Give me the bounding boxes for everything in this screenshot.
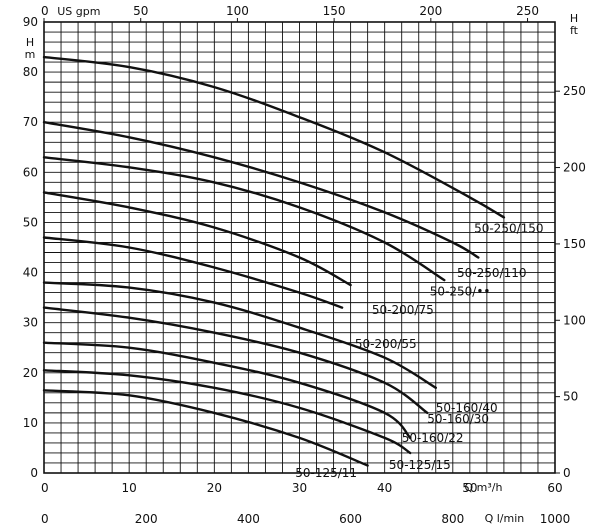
x-secondary-tick-label: 400 [237, 512, 260, 526]
y-right-axis-label-top: H [570, 12, 578, 25]
series-curve [42, 156, 446, 282]
series-label: 50-160/30 [427, 412, 489, 426]
x-top-tick-label: 200 [419, 4, 442, 18]
y-right-tick-label: 100 [563, 313, 586, 327]
x-secondary-tick-label: 1000 [540, 512, 571, 526]
series-curve [42, 389, 369, 467]
y-right-tick-label: 250 [563, 84, 586, 98]
x-tick-label: 30 [292, 481, 307, 495]
x-tick-label: 20 [207, 481, 222, 495]
y-left-tick-label: 80 [23, 65, 38, 79]
plot-frame [43, 21, 556, 474]
x-tick-label: 50 [462, 481, 477, 495]
series-label: 50-200/55 [355, 337, 417, 351]
y-left-axis-label-top: H [26, 36, 34, 49]
x-top-axis-unit-label: US gpm [57, 5, 100, 18]
y-left-tick-label: 60 [23, 165, 38, 179]
y-left-tick-label: 50 [23, 215, 38, 229]
chart-axes: 0102030405060708090Hm050100150200250Hft0… [23, 4, 586, 526]
x-tick-label: 60 [547, 481, 562, 495]
series-label: 50-125/11 [295, 466, 357, 480]
x-secondary-tick-label: 600 [339, 512, 362, 526]
x-secondary-unit-label: Q l/min [485, 512, 525, 525]
y-right-tick-label: 50 [563, 390, 578, 404]
series-label: 50-200/75 [372, 303, 434, 317]
y-left-tick-label: 0 [30, 466, 38, 480]
x-secondary-tick-label: 0 [41, 512, 49, 526]
y-right-tick-label: 150 [563, 237, 586, 251]
series-curve [42, 55, 506, 219]
y-left-axis-label-bottom: m [25, 48, 36, 61]
series-curve [42, 236, 344, 309]
y-right-axis-label-bottom: ft [570, 24, 579, 37]
series-label: 50-125/15 [389, 458, 451, 472]
series-label: 50-250/110 [457, 266, 526, 280]
x-top-tick-label: 250 [516, 4, 539, 18]
x-tick-label: 0 [41, 481, 49, 495]
y-left-tick-label: 70 [23, 115, 38, 129]
series-curve [42, 121, 480, 259]
x-axis-unit-label: Q m³/h [464, 481, 502, 494]
series-curve [42, 306, 429, 415]
series-label: 50-160/40 [436, 401, 498, 415]
y-left-tick-label: 10 [23, 416, 38, 430]
chart-curve-labels: 50-250/150 50-250/110 50-250/•• 50-200/75 50… [295, 221, 543, 480]
x-top-tick-label: 0 [41, 4, 49, 18]
x-secondary-tick-label: 200 [135, 512, 158, 526]
series-curve [42, 369, 412, 455]
x-tick-label: 10 [122, 481, 137, 495]
chart-series [42, 55, 506, 467]
y-left-tick-label: 90 [23, 15, 38, 29]
series-curve [42, 341, 412, 440]
x-tick-label: 40 [377, 481, 392, 495]
x-top-tick-label: 50 [133, 4, 148, 18]
series-curve [42, 281, 437, 389]
y-left-tick-label: 40 [23, 266, 38, 280]
series-label: 50-250/150 [474, 221, 543, 235]
y-left-tick-label: 20 [23, 366, 38, 380]
x-top-tick-label: 100 [226, 4, 249, 18]
x-top-tick-label: 150 [323, 4, 346, 18]
y-left-tick-label: 30 [23, 316, 38, 330]
series-curve [42, 191, 352, 287]
x-secondary-tick-label: 800 [441, 512, 464, 526]
y-right-tick-label: 200 [563, 161, 586, 175]
y-right-tick-label: 0 [563, 466, 571, 480]
series-label: 50-160/22 [402, 431, 464, 445]
series-label: 50-250/•• [430, 285, 491, 299]
